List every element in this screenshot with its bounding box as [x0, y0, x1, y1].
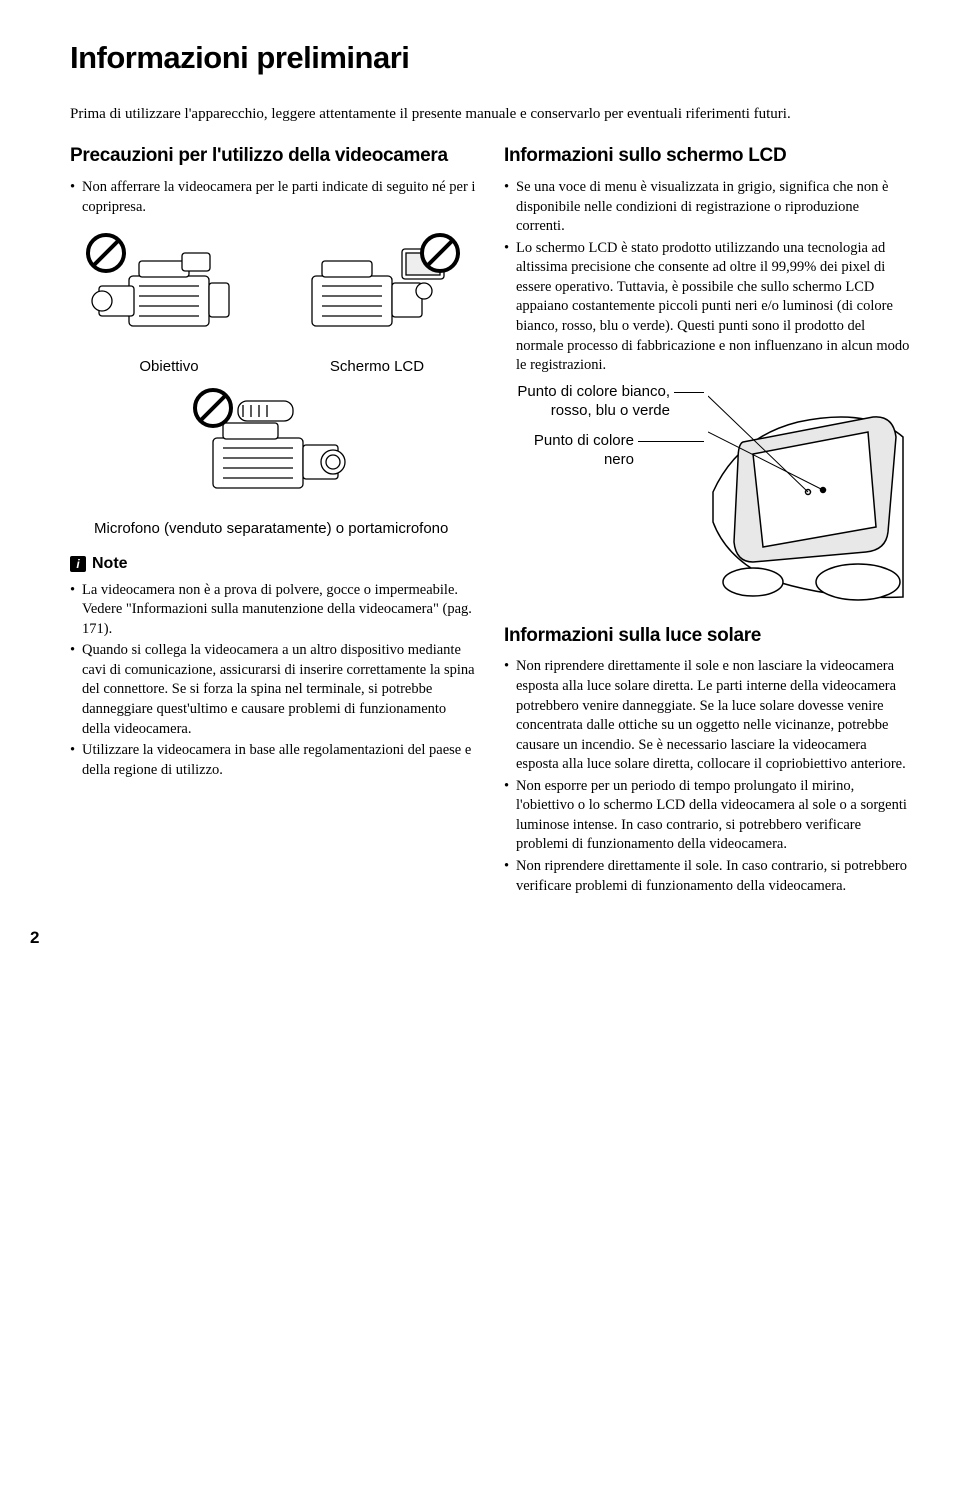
precaution-item: Non afferrare la videocamera per le part… [70, 178, 476, 217]
note-item-1: Quando si collega la videocamera a un al… [70, 641, 476, 739]
heading-lcd-info: Informazioni sullo schermo LCD [504, 144, 910, 168]
lcd-item-0: Se una voce di menu è visualizzata in gr… [504, 178, 910, 237]
figure-row-cameras: Obiettivo [70, 231, 476, 375]
note-item-0: La videocamera non è a prova di polvere,… [70, 581, 476, 640]
lcd-points-figure: Punto di colore bianco, rosso, blu o ver… [504, 382, 910, 602]
prohibit-icon [422, 235, 458, 271]
page-number: 2 [30, 928, 910, 948]
intro-paragraph: Prima di utilizzare l'apparecchio, legge… [70, 104, 910, 124]
fig-label-mic: Microfono (venduto separatamente) o port… [94, 519, 476, 539]
note-heading: i Note [70, 555, 476, 573]
prohibit-icon [195, 390, 231, 426]
lcd-closeup-svg [708, 382, 908, 602]
point-black-label: Punto di colore nero [504, 431, 634, 470]
point-white-label: Punto di colore bianco, rosso, blu o ver… [504, 382, 670, 421]
note-item-2: Utilizzare la videocamera in base alle r… [70, 741, 476, 780]
note-icon: i [70, 556, 86, 572]
fig-label-lens: Obiettivo [84, 358, 254, 375]
prohibit-icon [88, 235, 124, 271]
lcd-item-1: Lo schermo LCD è stato prodotto utilizza… [504, 239, 910, 376]
sun-item-0: Non riprendere direttamente il sole e no… [504, 657, 910, 774]
camera-lens-figure [84, 231, 254, 351]
camera-mic-figure [183, 383, 363, 513]
heading-precautions: Precauzioni per l'utilizzo della videoca… [70, 144, 476, 168]
right-column: Informazioni sullo schermo LCD Se una vo… [504, 144, 910, 898]
fig-label-lcd: Schermo LCD [292, 358, 462, 375]
page-title: Informazioni preliminari [70, 40, 910, 76]
sun-item-1: Non esporre per un periodo di tempo prol… [504, 777, 910, 855]
note-label: Note [92, 555, 128, 573]
camera-lcd-figure [292, 231, 462, 351]
left-column: Precauzioni per l'utilizzo della videoca… [70, 144, 476, 898]
heading-sunlight: Informazioni sulla luce solare [504, 624, 910, 648]
sun-item-2: Non riprendere direttamente il sole. In … [504, 857, 910, 896]
